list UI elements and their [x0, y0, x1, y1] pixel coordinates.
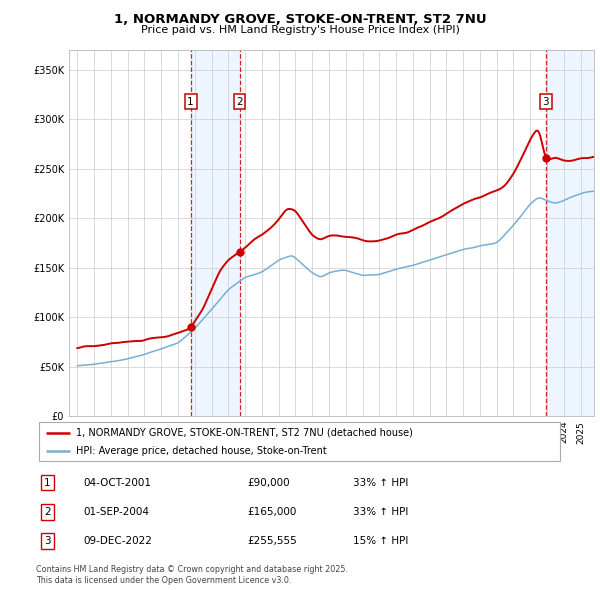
Text: Contains HM Land Registry data © Crown copyright and database right 2025.
This d: Contains HM Land Registry data © Crown c… [36, 565, 348, 585]
Text: 15% ↑ HPI: 15% ↑ HPI [353, 536, 408, 546]
Text: 1, NORMANDY GROVE, STOKE-ON-TRENT, ST2 7NU (detached house): 1, NORMANDY GROVE, STOKE-ON-TRENT, ST2 7… [76, 428, 412, 438]
Text: 2: 2 [44, 507, 51, 517]
Text: 2: 2 [236, 97, 243, 107]
Text: 1: 1 [187, 97, 194, 107]
Text: 04-OCT-2001: 04-OCT-2001 [83, 477, 152, 487]
Text: £90,000: £90,000 [247, 477, 290, 487]
FancyBboxPatch shape [38, 422, 560, 461]
Text: 33% ↑ HPI: 33% ↑ HPI [353, 507, 408, 517]
Text: HPI: Average price, detached house, Stoke-on-Trent: HPI: Average price, detached house, Stok… [76, 446, 326, 456]
Text: 1, NORMANDY GROVE, STOKE-ON-TRENT, ST2 7NU: 1, NORMANDY GROVE, STOKE-ON-TRENT, ST2 7… [113, 13, 487, 26]
Text: 3: 3 [44, 536, 51, 546]
Text: £165,000: £165,000 [247, 507, 296, 517]
Text: 09-DEC-2022: 09-DEC-2022 [83, 536, 152, 546]
Text: 1: 1 [44, 477, 51, 487]
Text: 3: 3 [542, 97, 549, 107]
Text: 01-SEP-2004: 01-SEP-2004 [83, 507, 149, 517]
Text: 33% ↑ HPI: 33% ↑ HPI [353, 477, 408, 487]
Bar [546, 50, 594, 416]
Text: Price paid vs. HM Land Registry's House Price Index (HPI): Price paid vs. HM Land Registry's House … [140, 25, 460, 35]
Bar [191, 50, 239, 416]
Text: £255,555: £255,555 [247, 536, 297, 546]
